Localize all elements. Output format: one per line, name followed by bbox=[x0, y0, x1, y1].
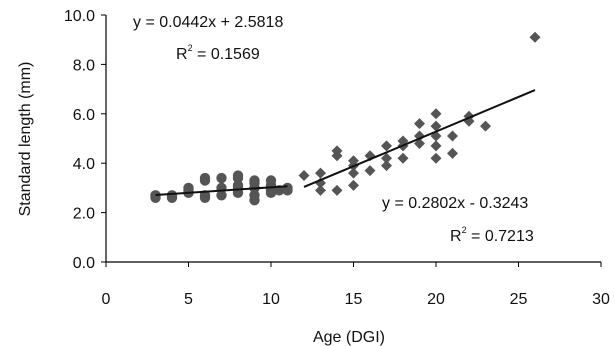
x-tick-label: 0 bbox=[102, 291, 111, 308]
trendline-1 bbox=[155, 185, 288, 196]
data-point-diamond bbox=[397, 152, 409, 164]
trendlines bbox=[155, 89, 536, 196]
data-point-circle bbox=[216, 190, 227, 201]
r-squared-1: R2 = 0.1569 bbox=[176, 43, 260, 63]
data-point-diamond bbox=[430, 120, 442, 132]
data-point-diamond bbox=[315, 184, 326, 196]
x-tick-label: 15 bbox=[345, 291, 363, 308]
y-tick-label: 4.0 bbox=[73, 156, 95, 173]
x-tick-label: 10 bbox=[262, 291, 280, 308]
y-tick-label: 2.0 bbox=[73, 206, 95, 223]
data-point-diamond bbox=[381, 160, 392, 172]
data-point-diamond bbox=[298, 170, 310, 182]
data-point-diamond bbox=[430, 152, 442, 164]
data-point-diamond bbox=[447, 147, 458, 159]
y-tick-label: 0.0 bbox=[73, 255, 95, 272]
data-point-circle bbox=[216, 172, 227, 184]
x-tick-label: 5 bbox=[184, 291, 193, 308]
data-point-circle bbox=[150, 190, 161, 201]
data-point-circle bbox=[183, 182, 194, 194]
x-axis-title: Age (DGI) bbox=[313, 329, 385, 346]
data-marks bbox=[150, 31, 541, 206]
r-squared-1-value: = 0.1569 bbox=[193, 46, 260, 63]
data-point-diamond bbox=[315, 167, 326, 179]
data-point-circle bbox=[232, 170, 244, 181]
x-tick-label: 25 bbox=[510, 291, 528, 308]
data-point-circle bbox=[249, 190, 260, 201]
data-point-diamond bbox=[381, 152, 392, 164]
equation-1: y = 0.0442x + 2.5818 bbox=[133, 14, 283, 31]
x-tick-label: 30 bbox=[592, 291, 610, 308]
r-squared-2-sup: 2 bbox=[462, 225, 467, 235]
data-point-circle bbox=[282, 182, 293, 194]
trendline-2 bbox=[303, 89, 536, 188]
data-point-diamond bbox=[348, 167, 359, 179]
x-tick-label: 20 bbox=[427, 291, 445, 308]
data-point-circle bbox=[166, 190, 178, 201]
r-squared-2-prefix: R bbox=[450, 228, 462, 245]
data-point-diamond bbox=[381, 140, 392, 152]
data-point-diamond bbox=[480, 120, 491, 132]
data-point-circle bbox=[232, 180, 244, 191]
y-axis-title: Standard length (mm) bbox=[17, 62, 34, 217]
tick-labels: 0 5 10 15 20 25 30 0.0 2.0 4.0 6.0 8.0 10.0 bbox=[64, 8, 610, 308]
axes bbox=[101, 14, 602, 267]
r-squared-2: R2 = 0.7213 bbox=[450, 225, 534, 245]
r-squared-2-value: = 0.7213 bbox=[467, 228, 534, 245]
data-point-diamond bbox=[331, 145, 343, 157]
data-point-diamond bbox=[348, 155, 359, 167]
data-point-circle bbox=[265, 175, 277, 186]
data-point-diamond bbox=[331, 184, 343, 196]
y-tick-label: 10.0 bbox=[64, 8, 95, 25]
equation-2: y = 0.2802x - 0.3243 bbox=[382, 195, 528, 212]
data-point-diamond bbox=[414, 118, 425, 130]
y-tick-label: 6.0 bbox=[73, 107, 95, 124]
data-point-diamond bbox=[430, 108, 442, 120]
data-point-diamond bbox=[529, 31, 541, 43]
data-point-diamond bbox=[348, 179, 359, 191]
data-point-circle bbox=[249, 175, 260, 186]
r-squared-1-sup: 2 bbox=[188, 43, 193, 53]
y-tick-label: 8.0 bbox=[73, 57, 95, 74]
data-point-diamond bbox=[447, 130, 458, 142]
data-point-circle bbox=[199, 172, 211, 184]
data-point-diamond bbox=[430, 140, 442, 152]
data-point-diamond bbox=[364, 165, 376, 177]
r-squared-1-prefix: R bbox=[176, 46, 188, 63]
